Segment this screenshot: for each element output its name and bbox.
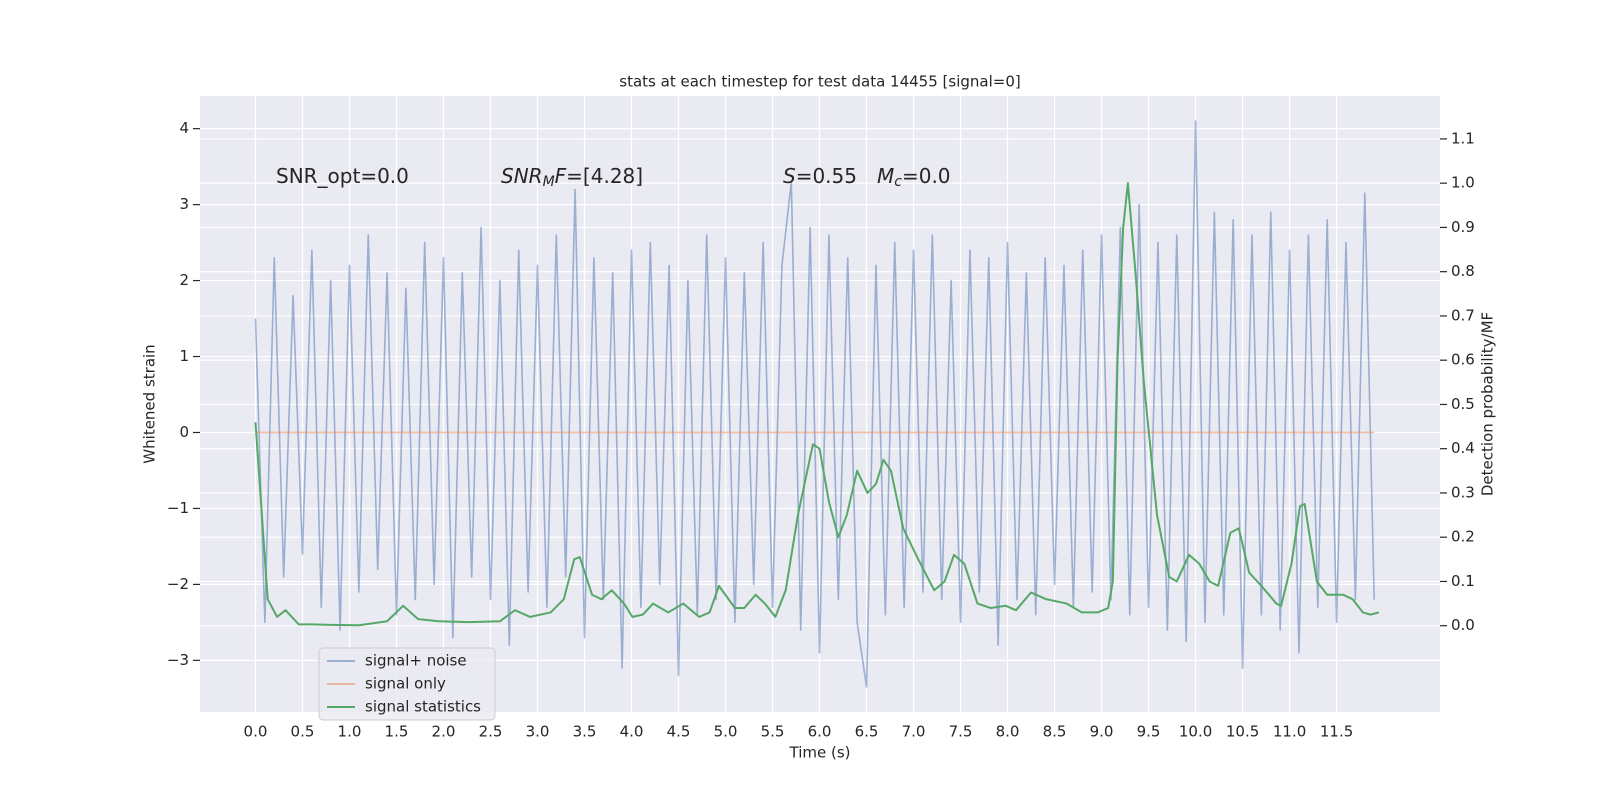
y2-tick-label: 0.1: [1451, 572, 1475, 590]
x-tick-label: 9.0: [1090, 723, 1114, 741]
y2-tick-label: 1.1: [1451, 129, 1475, 147]
y-tick-label: 3: [179, 195, 189, 213]
y2-tick-label: 0.4: [1451, 439, 1475, 457]
overlay: 0.0 0.5 1.0 1.5 2.0 2.5 3.0 3.5 4.0 4.5 5.0 5.5 6.0 6…: [167, 119, 1475, 740]
annotation-part: =0.55: [796, 164, 857, 188]
x-tick-label: 4.0: [620, 723, 644, 741]
legend-label: signal only: [365, 675, 446, 693]
x-tick-label: 6.0: [808, 723, 832, 741]
x-tick-label: 0.5: [291, 723, 315, 741]
annotation-part: SNR: [501, 164, 543, 188]
x-tick-label: 2.5: [479, 723, 503, 741]
x-tick-label: 7.0: [902, 723, 926, 741]
x-tick-label: 10.5: [1226, 723, 1259, 741]
annotation: S=0.55: [783, 164, 857, 188]
y2-tick-label: 0.2: [1451, 528, 1475, 546]
x-axis-label: Time (s): [789, 744, 851, 762]
legend-label: signal+ noise: [365, 652, 467, 670]
x-tick-label: 6.5: [855, 723, 879, 741]
x-tick-label: 4.5: [667, 723, 691, 741]
x-tick-label: 5.0: [714, 723, 738, 741]
annotation: SNR_opt=0.0: [276, 164, 409, 188]
y2-tick-label: 0.7: [1451, 306, 1475, 324]
y2-tick-label: 0.9: [1451, 218, 1475, 236]
annotation-part: S: [783, 164, 796, 188]
annotation-part: =[4.28]: [566, 164, 643, 188]
x-tick-label: 11.5: [1320, 723, 1353, 741]
y2-tick-label: 1.0: [1451, 174, 1475, 192]
x-tick-label: 1.5: [385, 723, 409, 741]
marks: [254, 120, 1380, 688]
y2-tick-label: 0.0: [1451, 616, 1475, 634]
x-tick-label: 2.0: [432, 723, 456, 741]
y-tick-label: −1: [167, 499, 189, 517]
y-tick-label: 2: [179, 271, 189, 289]
x-tick-label: 11.0: [1273, 723, 1306, 741]
annotation: Mc=0.0: [877, 164, 951, 191]
y2-tick-label: 0.5: [1451, 395, 1475, 413]
series-line: [254, 120, 1375, 688]
y2-tick-label: 0.3: [1451, 483, 1475, 501]
y-axis-label: Whitened strain: [141, 344, 159, 463]
annotation-part: M: [877, 164, 894, 188]
y-tick-label: −2: [167, 575, 189, 593]
annotation-part: c: [894, 174, 902, 190]
annotation-part: M: [543, 174, 555, 190]
y-tick-label: 0: [179, 423, 189, 441]
y-tick-label: −3: [167, 651, 189, 669]
x-tick-label: 1.0: [338, 723, 362, 741]
x-tick-label: 5.5: [761, 723, 785, 741]
x-tick-label: 3.0: [526, 723, 550, 741]
y2-tick-label: 0.8: [1451, 262, 1475, 280]
x-tick-label: 3.5: [573, 723, 597, 741]
x-tick-label: 7.5: [949, 723, 973, 741]
annotation-part: F: [555, 164, 567, 188]
x-tick-label: 8.5: [1043, 723, 1067, 741]
annotation-part: SNR_opt=0.0: [276, 164, 409, 188]
x-tick-label: 0.0: [244, 723, 268, 741]
annotation-part: =0.0: [902, 164, 951, 188]
y2-axis-label: Detection probability/MF: [1479, 312, 1497, 496]
x-tick-label: 9.5: [1137, 723, 1161, 741]
chart-title: stats at each timestep for test data 144…: [619, 73, 1020, 91]
legend-label: signal statistics: [365, 698, 481, 716]
annotation: SNRMF=[4.28]: [501, 164, 643, 191]
x-tick-label: 10.0: [1179, 723, 1212, 741]
series-line: [254, 182, 1380, 627]
x-tick-label: 8.0: [996, 723, 1020, 741]
legend-box: [318, 647, 496, 721]
y2-tick-label: 0.6: [1451, 351, 1475, 369]
y-tick-label: 1: [179, 347, 189, 365]
y-tick-label: 4: [179, 119, 189, 137]
